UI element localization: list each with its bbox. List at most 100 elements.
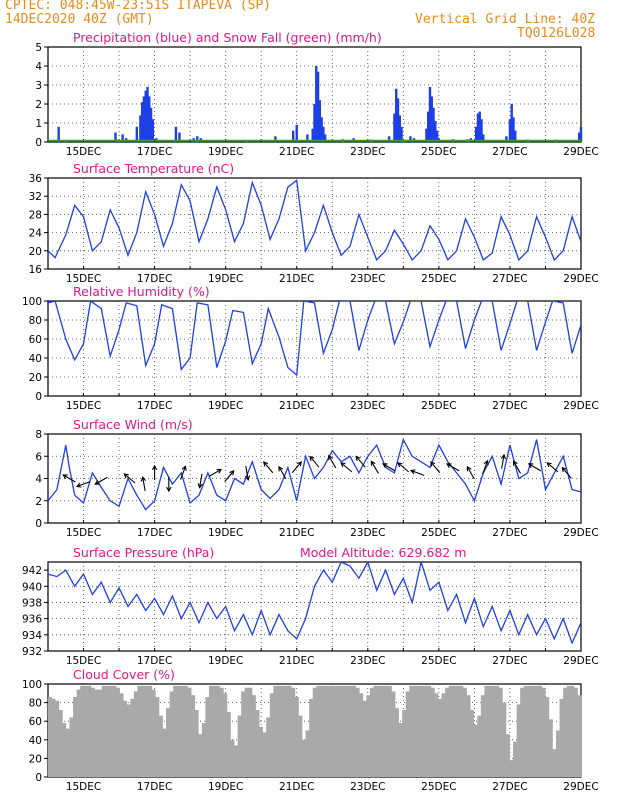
y-tick-label: 20 [29, 372, 42, 384]
x-tick-label: 17DEC [137, 146, 172, 158]
y-tick-label: 28 [29, 209, 42, 221]
cloud-bar [423, 685, 428, 777]
cloud-bar [498, 687, 503, 777]
wind-arrow [355, 456, 366, 468]
precip-bar [396, 98, 400, 142]
cloud-bar [98, 689, 103, 777]
precip-bar [313, 104, 316, 142]
precip-bar [121, 134, 124, 142]
wind-arrow [208, 468, 222, 477]
wind-arrow-head [197, 483, 203, 489]
y-tick-label: 938 [22, 597, 42, 609]
precip-bar [510, 104, 513, 142]
x-tick-label: 19DEC [208, 400, 243, 412]
wind-arrow [528, 463, 542, 472]
wind-arrow-head [466, 465, 472, 472]
cloud-bar [219, 687, 224, 777]
y-tick-label: 100 [22, 296, 42, 308]
cloud-bar [366, 695, 371, 777]
cloud-bar [166, 708, 171, 777]
cloud-bar [344, 685, 349, 777]
wind-arrow [328, 455, 337, 469]
cloud-bar [384, 685, 389, 777]
cloud-bar [208, 685, 213, 777]
snow-bar [526, 139, 529, 142]
cloud-bar [377, 685, 382, 777]
snow-bar [245, 140, 249, 142]
precip-bar [514, 130, 517, 142]
cloud-bar [119, 693, 124, 777]
y-tick-label: 32 [29, 191, 42, 203]
cloud-bar [394, 708, 399, 777]
precip-bar [140, 102, 144, 142]
precip-bar [400, 126, 403, 142]
snow-bar [451, 139, 455, 142]
x-tick-label: 29DEC [563, 146, 598, 158]
snow-bar [466, 139, 469, 142]
wind-arrow [278, 466, 287, 480]
wind-arrow-head [446, 463, 452, 469]
precip-bar [323, 134, 327, 142]
panel-6: 15DEC 17DEC 19DEC 21DEC 23DEC 25DEC 27DEC 29DEC… [22, 667, 599, 793]
precip-bar [435, 130, 439, 142]
cloud-bar [223, 693, 228, 777]
cloud-bar [520, 687, 525, 777]
cloud-bar [420, 685, 425, 777]
cloud-bar [62, 723, 67, 777]
y-tick-label: 932 [22, 646, 42, 658]
precip-bar [149, 107, 153, 142]
precip-bar [151, 119, 155, 142]
cloud-bar [523, 685, 528, 777]
wind-arrow [309, 456, 320, 468]
cloud-bar [90, 687, 95, 777]
cloud-bar [391, 691, 396, 777]
precip-bar [432, 107, 435, 142]
precip-bar [425, 128, 428, 142]
cloud-bar [359, 693, 364, 777]
panel-1: 15DEC 17DEC 19DEC 21DEC 23DEC 25DEC 27DEC 29DEC… [35, 30, 598, 158]
wind-arrow-head [140, 476, 146, 482]
cloud-bar [309, 698, 314, 777]
x-tick-label: 27DEC [492, 146, 527, 158]
precip-bar [482, 134, 485, 142]
cloud-bar [94, 689, 99, 777]
precip-bar [316, 71, 320, 142]
x-tick-label: 17DEC [137, 400, 172, 412]
cloud-bar [316, 685, 321, 777]
cloud-bar [244, 687, 249, 777]
cloud-bar [180, 685, 185, 777]
x-tick-label: 23DEC [350, 655, 385, 667]
precip-bar [395, 88, 398, 142]
y-tick-label: 20 [29, 753, 42, 765]
y-tick-label: 942 [22, 565, 42, 577]
cloud-bar [76, 689, 81, 777]
cloud-bar [534, 685, 539, 777]
cloud-bar [312, 687, 317, 777]
snow-bar [64, 140, 67, 142]
precip-bar [144, 90, 147, 142]
cloud-bar [284, 685, 289, 777]
y-tick-label: 0 [35, 518, 42, 530]
cloud-bar [276, 685, 281, 777]
cloud-bar [502, 702, 507, 777]
x-tick-label: 27DEC [492, 527, 527, 539]
cloud-bar [273, 685, 278, 777]
precip-bar [139, 115, 142, 142]
panel-title: Cloud Cover (%) [73, 667, 175, 682]
x-tick-label: 25DEC [421, 781, 456, 793]
cloud-bar [473, 724, 478, 777]
cloud-bar [151, 689, 156, 777]
wind-arrow-head [370, 460, 376, 466]
cloud-bar [101, 685, 106, 777]
series-line [48, 437, 581, 511]
precip-bar [148, 96, 151, 142]
wind-arrow [446, 463, 460, 472]
cloud-bar [566, 685, 571, 777]
precip-bar [430, 96, 433, 142]
precip-bar [318, 100, 322, 142]
panel-title: Precipitation (blue) and Snow Fall (gree… [73, 30, 382, 45]
cloud-bar [570, 685, 575, 777]
cloud-bar [505, 734, 510, 777]
wind-arrow-head [500, 453, 507, 460]
wind-arrow-head [296, 461, 302, 467]
